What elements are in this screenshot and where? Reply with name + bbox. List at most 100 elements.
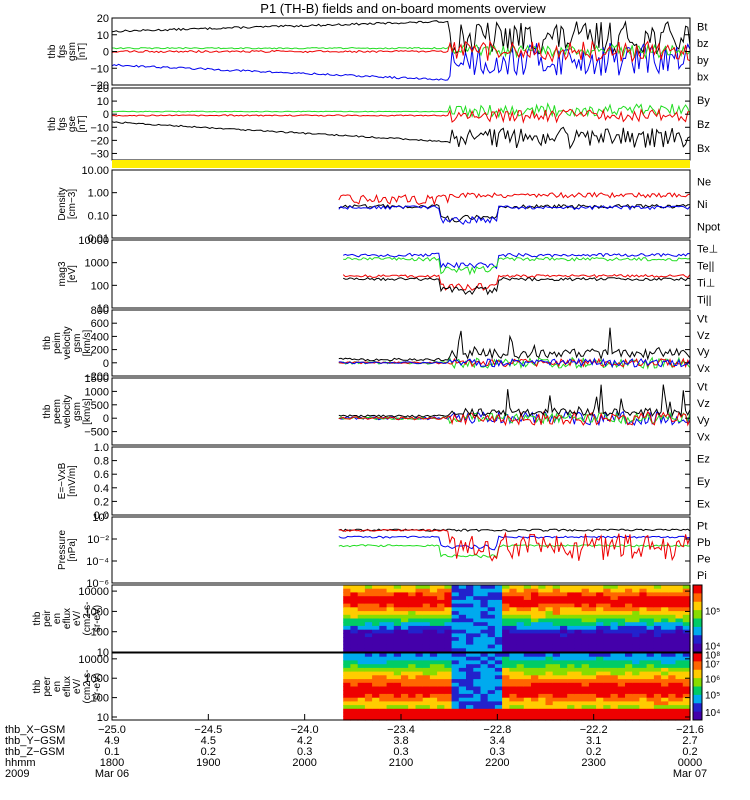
- spectrogram-cell: [437, 686, 445, 691]
- spectrogram-cell: [625, 644, 633, 649]
- spectrogram-cell: [552, 716, 561, 721]
- spectrogram-cell: [567, 592, 575, 597]
- panel-flags: [112, 160, 690, 168]
- spectrogram-cell: [588, 660, 597, 665]
- spectrogram-cell: [509, 701, 518, 706]
- spectrogram-cell: [466, 675, 474, 680]
- spectrogram-cell: [646, 637, 655, 642]
- spectrogram-cell: [632, 697, 640, 702]
- spectrogram-cell: [509, 660, 518, 665]
- spectrogram-cell: [610, 682, 619, 688]
- spectrogram-cell: [552, 585, 561, 590]
- spectrogram-cell: [343, 637, 351, 642]
- spectrogram-cell: [466, 603, 474, 608]
- spectrogram-cell: [523, 653, 532, 658]
- spectrogram-cell: [451, 697, 460, 702]
- spectrogram-cell: [581, 697, 590, 702]
- spectrogram-cell: [538, 693, 547, 699]
- spectrogram-cell: [473, 708, 482, 714]
- spectrogram-cell: [639, 667, 648, 673]
- spectrogram-cell: [603, 592, 612, 597]
- spectrogram-cell: [588, 625, 597, 631]
- spectrogram-cell: [509, 664, 518, 669]
- spectrogram-cell: [545, 644, 554, 649]
- spectrogram-cell: [494, 644, 503, 649]
- spectrogram-cell: [437, 712, 445, 717]
- spectrogram-cell: [379, 693, 388, 699]
- spectrogram-cell: [393, 588, 402, 593]
- spectrogram-cell: [581, 701, 590, 706]
- spectrogram-cell: [458, 690, 467, 695]
- spectrogram-cell: [393, 653, 402, 658]
- ytick-label: 100: [91, 693, 109, 705]
- spectrogram-cell: [552, 592, 561, 597]
- spectrogram-cell: [538, 705, 547, 710]
- spectrogram-cell: [466, 682, 474, 688]
- spectrogram-cell: [531, 611, 539, 616]
- spectrogram-cell: [567, 679, 575, 684]
- spectrogram-cell: [617, 629, 626, 634]
- spectrogram-cell: [588, 640, 597, 646]
- spectrogram-cell: [364, 697, 373, 702]
- spectrogram-cell: [567, 697, 575, 702]
- spectrogram-cell: [357, 693, 366, 699]
- spectrogram-cell: [646, 618, 655, 623]
- spectrogram-cell: [596, 712, 604, 717]
- spectrogram-cell: [401, 588, 409, 593]
- spectrogram-cell: [682, 682, 691, 688]
- spectrogram-cell: [581, 679, 590, 684]
- spectrogram-cell: [516, 686, 525, 691]
- spectrogram-cell: [372, 667, 380, 673]
- spectrogram-cell: [617, 697, 626, 702]
- spectrogram-cell: [545, 640, 554, 646]
- spectrogram-cell: [343, 618, 351, 623]
- spectrogram-cell: [639, 679, 648, 684]
- spectrogram-cell: [429, 614, 438, 620]
- spectrogram-cell: [516, 633, 525, 638]
- spectrogram-cell: [372, 686, 380, 691]
- ytick-label: −500: [84, 427, 109, 439]
- spectrogram-cell: [350, 690, 359, 695]
- spectrogram-cell: [393, 596, 402, 601]
- spectrogram-cell: [617, 679, 626, 684]
- spectrogram-cell: [653, 637, 662, 642]
- spectrogram-cell: [458, 629, 467, 634]
- spectrogram-cell: [675, 712, 684, 717]
- legend-vz: Vz: [697, 398, 710, 410]
- spectrogram-cell: [596, 622, 604, 627]
- spectrogram-cell: [393, 633, 402, 638]
- spectrogram-cell: [379, 585, 388, 590]
- spectrogram-cell: [502, 596, 510, 601]
- spectrogram-cell: [668, 716, 677, 721]
- spectrogram-cell: [639, 664, 648, 669]
- spectrogram-cell: [364, 660, 373, 665]
- spectrogram-cell: [364, 675, 373, 680]
- spectrogram-cell: [379, 592, 388, 597]
- spectrogram-cell: [661, 686, 669, 691]
- spectrogram-cell: [632, 640, 640, 646]
- spectrogram-cell: [343, 716, 351, 721]
- spectrogram-cell: [458, 644, 467, 649]
- spectrogram-cell: [393, 607, 402, 612]
- ytick-label: 0.4: [94, 483, 109, 495]
- spectrogram-cell: [653, 614, 662, 620]
- spectrogram-cell: [437, 596, 445, 601]
- spectrogram-cell: [675, 633, 684, 638]
- spectrogram-cell: [429, 588, 438, 593]
- spectrogram-cell: [386, 712, 395, 717]
- spectrogram-cell: [364, 708, 373, 714]
- spectrogram-cell: [567, 653, 575, 658]
- spectrogram-cell: [408, 637, 416, 642]
- spectrogram-cell: [393, 712, 402, 717]
- spectrogram-cell: [588, 618, 597, 623]
- spectrogram-cell: [343, 693, 351, 699]
- spectrogram-cell: [523, 648, 532, 653]
- spectrogram-cell: [603, 682, 612, 688]
- spectrogram-cell: [653, 671, 662, 676]
- spectrogram-cell: [401, 592, 409, 597]
- spectrogram-cell: [343, 667, 351, 673]
- spectrogram-cell: [437, 640, 445, 646]
- spectrogram-cell: [444, 653, 453, 658]
- spectrogram-cell: [379, 603, 388, 608]
- spectrogram-cell: [372, 690, 380, 695]
